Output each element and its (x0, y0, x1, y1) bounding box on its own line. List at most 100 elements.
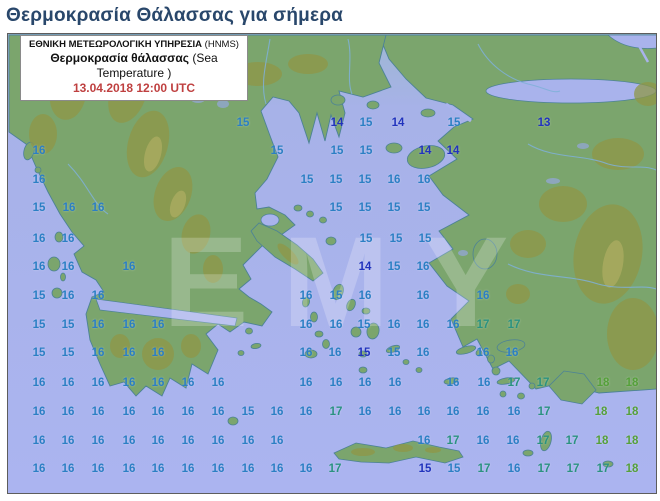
temp-label: 18 (594, 406, 608, 418)
temp-label: 15 (387, 202, 401, 214)
temp-label: 15 (418, 463, 432, 475)
temp-label: 16 (61, 233, 75, 245)
temp-label: 18 (625, 406, 639, 418)
temp-label: 16 (299, 463, 313, 475)
temp-label: 16 (476, 435, 490, 447)
temp-label: 17 (507, 377, 521, 389)
temp-label: 16 (181, 406, 195, 418)
legend-org-line: ΕΘΝΙΚΗ ΜΕΤΕΩΡΟΛΟΓΙΚΗ ΥΠΗΡΕΣΙΑ (HNMS) (23, 39, 245, 51)
temp-label: 16 (417, 406, 431, 418)
temp-label: 16 (151, 347, 165, 359)
temp-label: 16 (151, 435, 165, 447)
temp-label: 15 (357, 319, 371, 331)
temp-label: 16 (122, 406, 136, 418)
temp-label: 15 (32, 347, 46, 359)
temp-label: 16 (211, 406, 225, 418)
temp-label: 16 (61, 290, 75, 302)
temp-label: 16 (507, 463, 521, 475)
temp-label: 15 (270, 145, 284, 157)
legend-product-line: Θερμοκρασία θάλασσας (Sea Temperature ) (23, 51, 245, 81)
temp-label: 16 (416, 319, 430, 331)
temp-label: 15 (418, 233, 432, 245)
sea-of-marmara (485, 78, 656, 104)
dardanelles-strait (445, 102, 472, 123)
temp-label: 16 (32, 261, 46, 273)
valid-datetime: 13.04.2018 12:00 UTC (72, 80, 196, 95)
temp-label: 16 (270, 463, 284, 475)
temp-label: 16 (358, 290, 372, 302)
temp-label: 15 (389, 233, 403, 245)
temp-label: 17 (537, 463, 551, 475)
temp-label: 18 (596, 377, 610, 389)
temp-label: 16 (122, 377, 136, 389)
temp-label: 15 (359, 145, 373, 157)
org-abbr: (HNMS) (202, 39, 239, 50)
product-name-en: (Sea Temperature ) (96, 50, 218, 80)
temp-label: 17 (536, 435, 550, 447)
temp-label: 17 (596, 463, 610, 475)
org-name: ΕΘΝΙΚΗ ΜΕΤΕΩΡΟΛΟΓΙΚΗ ΥΠΗΡΕΣΙΑ (29, 39, 203, 50)
temp-label: 15 (387, 347, 401, 359)
temp-label: 15 (61, 319, 75, 331)
rivers (67, 38, 656, 290)
small-islands (23, 94, 614, 468)
island-samos (496, 339, 526, 353)
page-title: Θερμοκρασία Θάλασσας για σήμερα (6, 5, 344, 26)
temp-label: 16 (181, 435, 195, 447)
temp-label: 15 (359, 233, 373, 245)
temp-label: 16 (211, 377, 225, 389)
temp-label: 17 (446, 435, 460, 447)
temp-label: 16 (91, 202, 105, 214)
temp-label: 16 (122, 319, 136, 331)
temp-label: 13 (537, 117, 551, 129)
temp-label: 14 (358, 261, 372, 273)
temp-label: 16 (417, 174, 431, 186)
temp-label: 16 (122, 347, 136, 359)
temp-label: 16 (476, 406, 490, 418)
temp-label: 16 (270, 435, 284, 447)
gulf-of-corinth (95, 298, 238, 327)
temp-label: 15 (329, 290, 343, 302)
island-crete (333, 440, 464, 464)
temp-label: 16 (506, 435, 520, 447)
temp-label: 16 (446, 406, 460, 418)
temp-label: 17 (566, 463, 580, 475)
temp-label: 18 (625, 463, 639, 475)
temp-label: 16 (32, 435, 46, 447)
temp-label: 16 (32, 406, 46, 418)
temp-label: 16 (61, 261, 75, 273)
temp-label: 18 (625, 377, 639, 389)
temp-label: 16 (61, 406, 75, 418)
temp-label: 15 (300, 174, 314, 186)
temp-label: 16 (32, 377, 46, 389)
temp-label: 16 (32, 145, 46, 157)
black-sea (607, 34, 656, 49)
temp-label: 16 (476, 347, 490, 359)
temp-label: 16 (91, 406, 105, 418)
temp-label: 16 (91, 347, 105, 359)
temp-label: 16 (270, 406, 284, 418)
temp-label: 16 (387, 174, 401, 186)
temp-label: 16 (151, 319, 165, 331)
temp-label: 17 (537, 406, 551, 418)
temp-label: 14 (418, 145, 432, 157)
temp-label: 16 (446, 319, 460, 331)
temp-label: 16 (91, 435, 105, 447)
temp-label: 15 (241, 406, 255, 418)
temp-label: 17 (536, 377, 550, 389)
temp-label: 17 (329, 406, 343, 418)
temp-label: 16 (61, 435, 75, 447)
temp-label: 16 (299, 347, 313, 359)
temp-label: 17 (477, 463, 491, 475)
temp-label: 18 (625, 435, 639, 447)
temp-label: 16 (416, 261, 430, 273)
temp-label: 16 (91, 290, 105, 302)
terrain-map (8, 34, 656, 493)
temp-label: 16 (477, 377, 491, 389)
temp-label: 16 (61, 377, 75, 389)
temp-label: 16 (151, 463, 165, 475)
sea-temperature-map: ΕΜΥ ΕΘΝΙΚΗ ΜΕΤΕΩΡΟΛΟΓΙΚΗ ΥΠΗΡΕΣΙΑ (HNMS)… (7, 33, 657, 494)
temp-label: 16 (122, 261, 136, 273)
island-chios (472, 238, 498, 270)
temp-label: 16 (32, 463, 46, 475)
